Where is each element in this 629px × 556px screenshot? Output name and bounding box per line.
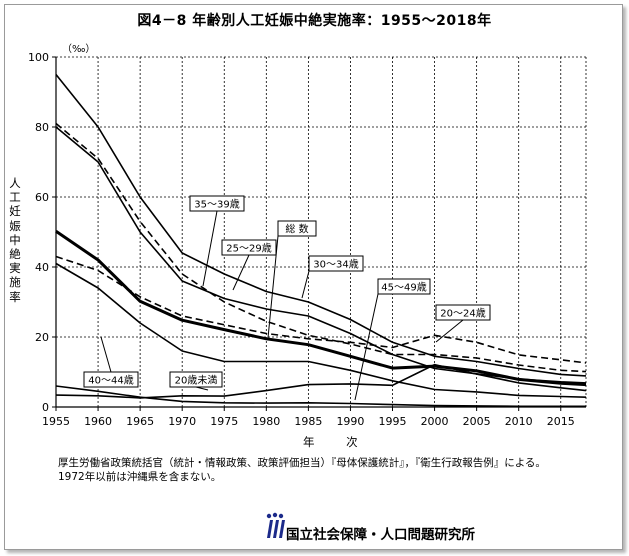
x-axis-label: 年 次 (303, 435, 372, 449)
source-notes: 厚生労働省政策統括官（統計・情報政策、政策評価担当）『母体保護統計』，『衛生行政… (58, 456, 546, 484)
annotation-box (377, 278, 431, 295)
annotation-label: 45～49歳 (381, 282, 426, 294)
annotation-box (277, 220, 317, 237)
x-tick-label: 1965 (126, 415, 154, 428)
y-tick-label: 40 (35, 261, 49, 274)
annotation-box (308, 255, 364, 272)
x-tick-label: 2000 (421, 415, 449, 428)
series-line (55, 255, 587, 364)
annotation-label: 35～39歳 (194, 199, 239, 211)
x-tick-label: 1990 (336, 415, 364, 428)
x-tick-label: 1980 (252, 415, 280, 428)
annotation-label: 30～34歳 (313, 259, 358, 271)
ipss-logo-icon (266, 512, 285, 538)
source-note-1: 厚生労働省政策統括官（統計・情報政策、政策評価担当）『母体保護統計』，『衛生行政… (58, 457, 546, 469)
y-tick-label: 100 (28, 51, 49, 64)
annotation-box (221, 239, 277, 256)
y-tick-label: 80 (35, 121, 49, 134)
series-line (55, 385, 586, 408)
y-axis-label: 人工妊娠中絶実施率 (9, 176, 21, 304)
annotation-label: 20～24歳 (440, 308, 485, 320)
series-line (55, 262, 587, 398)
annotation-box (83, 371, 139, 388)
x-tick-label: 1985 (294, 415, 322, 428)
annotation-label: 25～29歳 (226, 243, 271, 255)
series-line (55, 122, 587, 373)
annotation-leader (232, 254, 250, 291)
y-tick-label: 60 (35, 191, 49, 204)
annotation-leader (301, 270, 310, 299)
source-note-2: 1972年以前は沖縄県を含まない。 (58, 471, 222, 483)
x-tick-label: 1975 (210, 415, 238, 428)
x-tick-label: 2005 (463, 415, 491, 428)
annotation-label: 総 数 (285, 223, 308, 236)
annotation-leader (435, 319, 464, 343)
annotation-box (435, 304, 491, 321)
x-tick-label: 1955 (42, 415, 70, 428)
annotation-leader (267, 235, 279, 339)
annotation-leader (202, 210, 218, 287)
x-tick-label: 1995 (379, 415, 407, 428)
organization-name: 国立社会保障・人口問題研究所 (286, 527, 475, 543)
y-tick-label: 0 (42, 401, 49, 414)
annotation-box (169, 371, 223, 388)
annotation-leader (354, 293, 379, 401)
annotation-leader (100, 336, 112, 373)
y-tick-label: 20 (35, 331, 49, 344)
x-tick-label: 2015 (547, 415, 575, 428)
x-tick-label: 1960 (84, 415, 112, 428)
series-line (55, 73, 587, 377)
annotation-box (189, 195, 245, 212)
x-tick-label: 1970 (168, 415, 196, 428)
annotation-label: 20歳未満 (175, 375, 218, 387)
x-tick-label: 2010 (505, 415, 533, 428)
y-axis-unit: （‰） (62, 44, 96, 55)
chart-title: 図4－8 年齢別人工妊娠中絶実施率：1955～2018年 (137, 13, 492, 29)
annotation-label: 40～44歳 (88, 375, 133, 387)
series-line (55, 126, 587, 384)
